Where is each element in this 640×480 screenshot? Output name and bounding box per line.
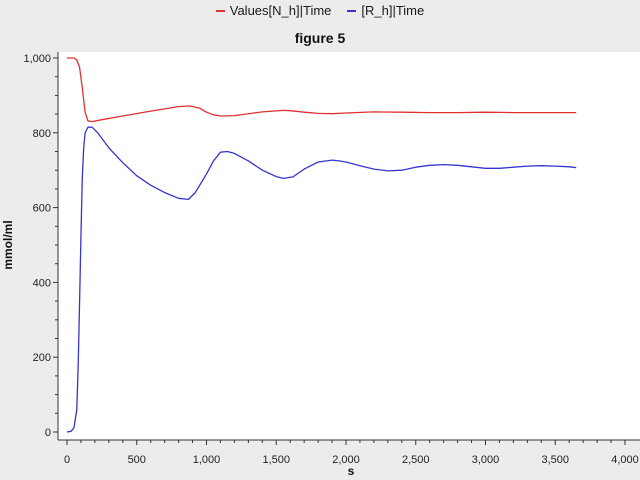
legend-swatch-r-h (347, 9, 357, 12)
series-line-n-h (67, 57, 577, 123)
x-tick-label: 3,500 (541, 454, 569, 466)
legend-label-n-h: Values[N_h]|Time (229, 3, 332, 18)
y-tick-label: 1,000 (23, 53, 51, 65)
y-tick-label: 600 (33, 203, 51, 215)
y-tick-label: 0 (45, 427, 51, 439)
x-tick-label: 3,000 (472, 454, 500, 466)
series-line-r-h (66, 126, 577, 433)
x-tick-label: 1,500 (262, 454, 290, 466)
y-tick-label: 200 (33, 352, 51, 364)
y-tick-label: 400 (33, 277, 51, 289)
x-tick-label: 1,000 (193, 454, 221, 466)
x-tick-label: 2,000 (332, 454, 360, 466)
x-tick-label: 2,500 (402, 454, 430, 466)
x-axis-label: s (347, 464, 355, 478)
series-lines (66, 57, 577, 433)
legend-label-r-h: [R_h]|Time (361, 3, 425, 18)
legend-swatch-n-h (215, 9, 225, 12)
legend-item-n-h: Values[N_h]|Time (215, 3, 332, 18)
axes: 0 200 400 600 800 1,000 0 500 1,000 1,500 2,000 2,5… (23, 52, 640, 466)
chart-title: figure 5 (294, 30, 346, 46)
legend-item-r-h: [R_h]|Time (347, 3, 424, 18)
plot-area (58, 52, 640, 440)
x-tick-label: 0 (64, 454, 70, 466)
y-tick-label: 800 (33, 128, 51, 140)
x-tick-label: 500 (128, 454, 146, 466)
legend: Values[N_h]|Time [R_h]|Time (0, 3, 640, 18)
x-tick-label: 4,000 (611, 454, 639, 466)
